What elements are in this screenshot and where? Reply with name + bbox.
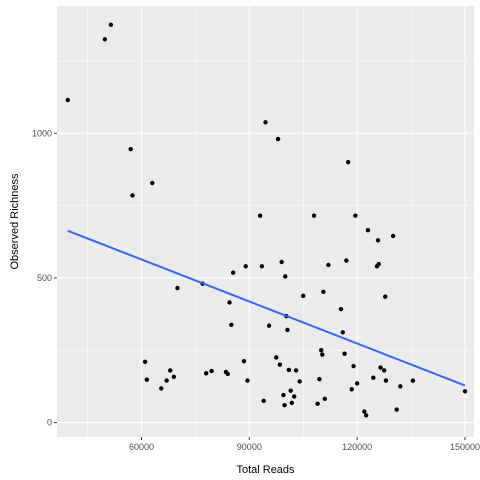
data-point — [365, 227, 371, 233]
major-gridlines — [57, 6, 474, 437]
data-point — [410, 378, 416, 383]
data-point — [462, 389, 468, 394]
data-point — [130, 193, 135, 198]
data-point — [159, 386, 164, 391]
data-point — [65, 97, 70, 103]
data-point — [326, 262, 331, 268]
data-point — [293, 368, 299, 373]
data-point — [381, 368, 387, 373]
minor-gridlines — [57, 6, 474, 437]
data-point — [102, 37, 108, 42]
y-axis: 0 500 1000 — [32, 128, 57, 428]
data-point — [394, 407, 399, 412]
data-point — [354, 381, 360, 386]
y-tick-label: 1000 — [32, 128, 52, 138]
data-point — [362, 409, 367, 414]
data-point — [311, 213, 317, 218]
data-point — [351, 363, 356, 369]
data-point — [263, 120, 268, 125]
data-point — [245, 378, 250, 383]
data-point — [171, 374, 177, 380]
data-point — [257, 213, 263, 218]
data-point — [227, 300, 232, 305]
data-point — [266, 323, 272, 328]
data-point — [378, 365, 383, 370]
data-point — [164, 378, 169, 383]
data-point — [363, 413, 369, 418]
data-point — [175, 285, 180, 291]
data-point — [277, 362, 283, 367]
data-point — [292, 394, 297, 399]
x-axis: 60000 90000 120000 150000 — [129, 437, 480, 452]
data-point — [371, 375, 376, 380]
data-point — [340, 330, 345, 335]
x-tick-label: 150000 — [450, 442, 480, 452]
data-point — [390, 233, 396, 239]
data-point — [288, 388, 293, 393]
data-point — [398, 384, 403, 389]
data-point — [338, 306, 344, 312]
y-tick-label: 500 — [37, 273, 52, 283]
data-point — [241, 359, 247, 364]
data-point — [243, 264, 248, 269]
data-point — [209, 368, 214, 374]
data-point — [203, 371, 209, 376]
x-tick-label: 60000 — [129, 442, 154, 452]
data-point — [275, 136, 281, 142]
data-point — [168, 368, 173, 373]
data-point — [289, 400, 294, 406]
data-point — [108, 22, 114, 28]
data-point — [376, 261, 381, 267]
data-point — [285, 327, 290, 333]
data-point — [320, 352, 325, 357]
data-point — [142, 359, 148, 364]
y-tick-label: 0 — [47, 418, 52, 428]
data-point — [315, 401, 320, 406]
x-tick-label: 120000 — [342, 442, 372, 452]
data-point — [342, 351, 347, 356]
data-point — [128, 146, 133, 152]
data-point — [274, 355, 279, 360]
y-axis-title: Observed Richness — [9, 173, 21, 269]
data-point — [317, 376, 322, 382]
data-point — [301, 293, 306, 299]
data-point — [345, 160, 351, 165]
plot-panel — [57, 6, 474, 437]
data-point — [229, 322, 234, 327]
data-point — [344, 258, 349, 263]
data-point — [281, 392, 286, 398]
x-axis-title: Total Reads — [236, 464, 295, 476]
data-point — [321, 289, 326, 294]
data-point — [230, 270, 236, 275]
data-point — [383, 378, 389, 383]
data-point — [282, 402, 287, 408]
data-point — [319, 348, 324, 353]
data-point — [225, 371, 230, 377]
data-point — [353, 213, 358, 218]
trend-line — [67, 229, 466, 387]
data-point — [283, 274, 288, 279]
data-point — [144, 377, 150, 382]
data-point — [383, 294, 388, 299]
data-point — [297, 379, 302, 384]
data-point — [259, 264, 265, 269]
data-point — [150, 180, 155, 186]
data-point — [375, 238, 381, 243]
data-point — [322, 396, 328, 402]
data-point — [349, 387, 354, 392]
data-point — [279, 259, 284, 265]
data-point — [286, 367, 292, 373]
x-tick-label: 90000 — [237, 442, 262, 452]
data-points — [65, 22, 468, 418]
data-point — [261, 398, 266, 404]
